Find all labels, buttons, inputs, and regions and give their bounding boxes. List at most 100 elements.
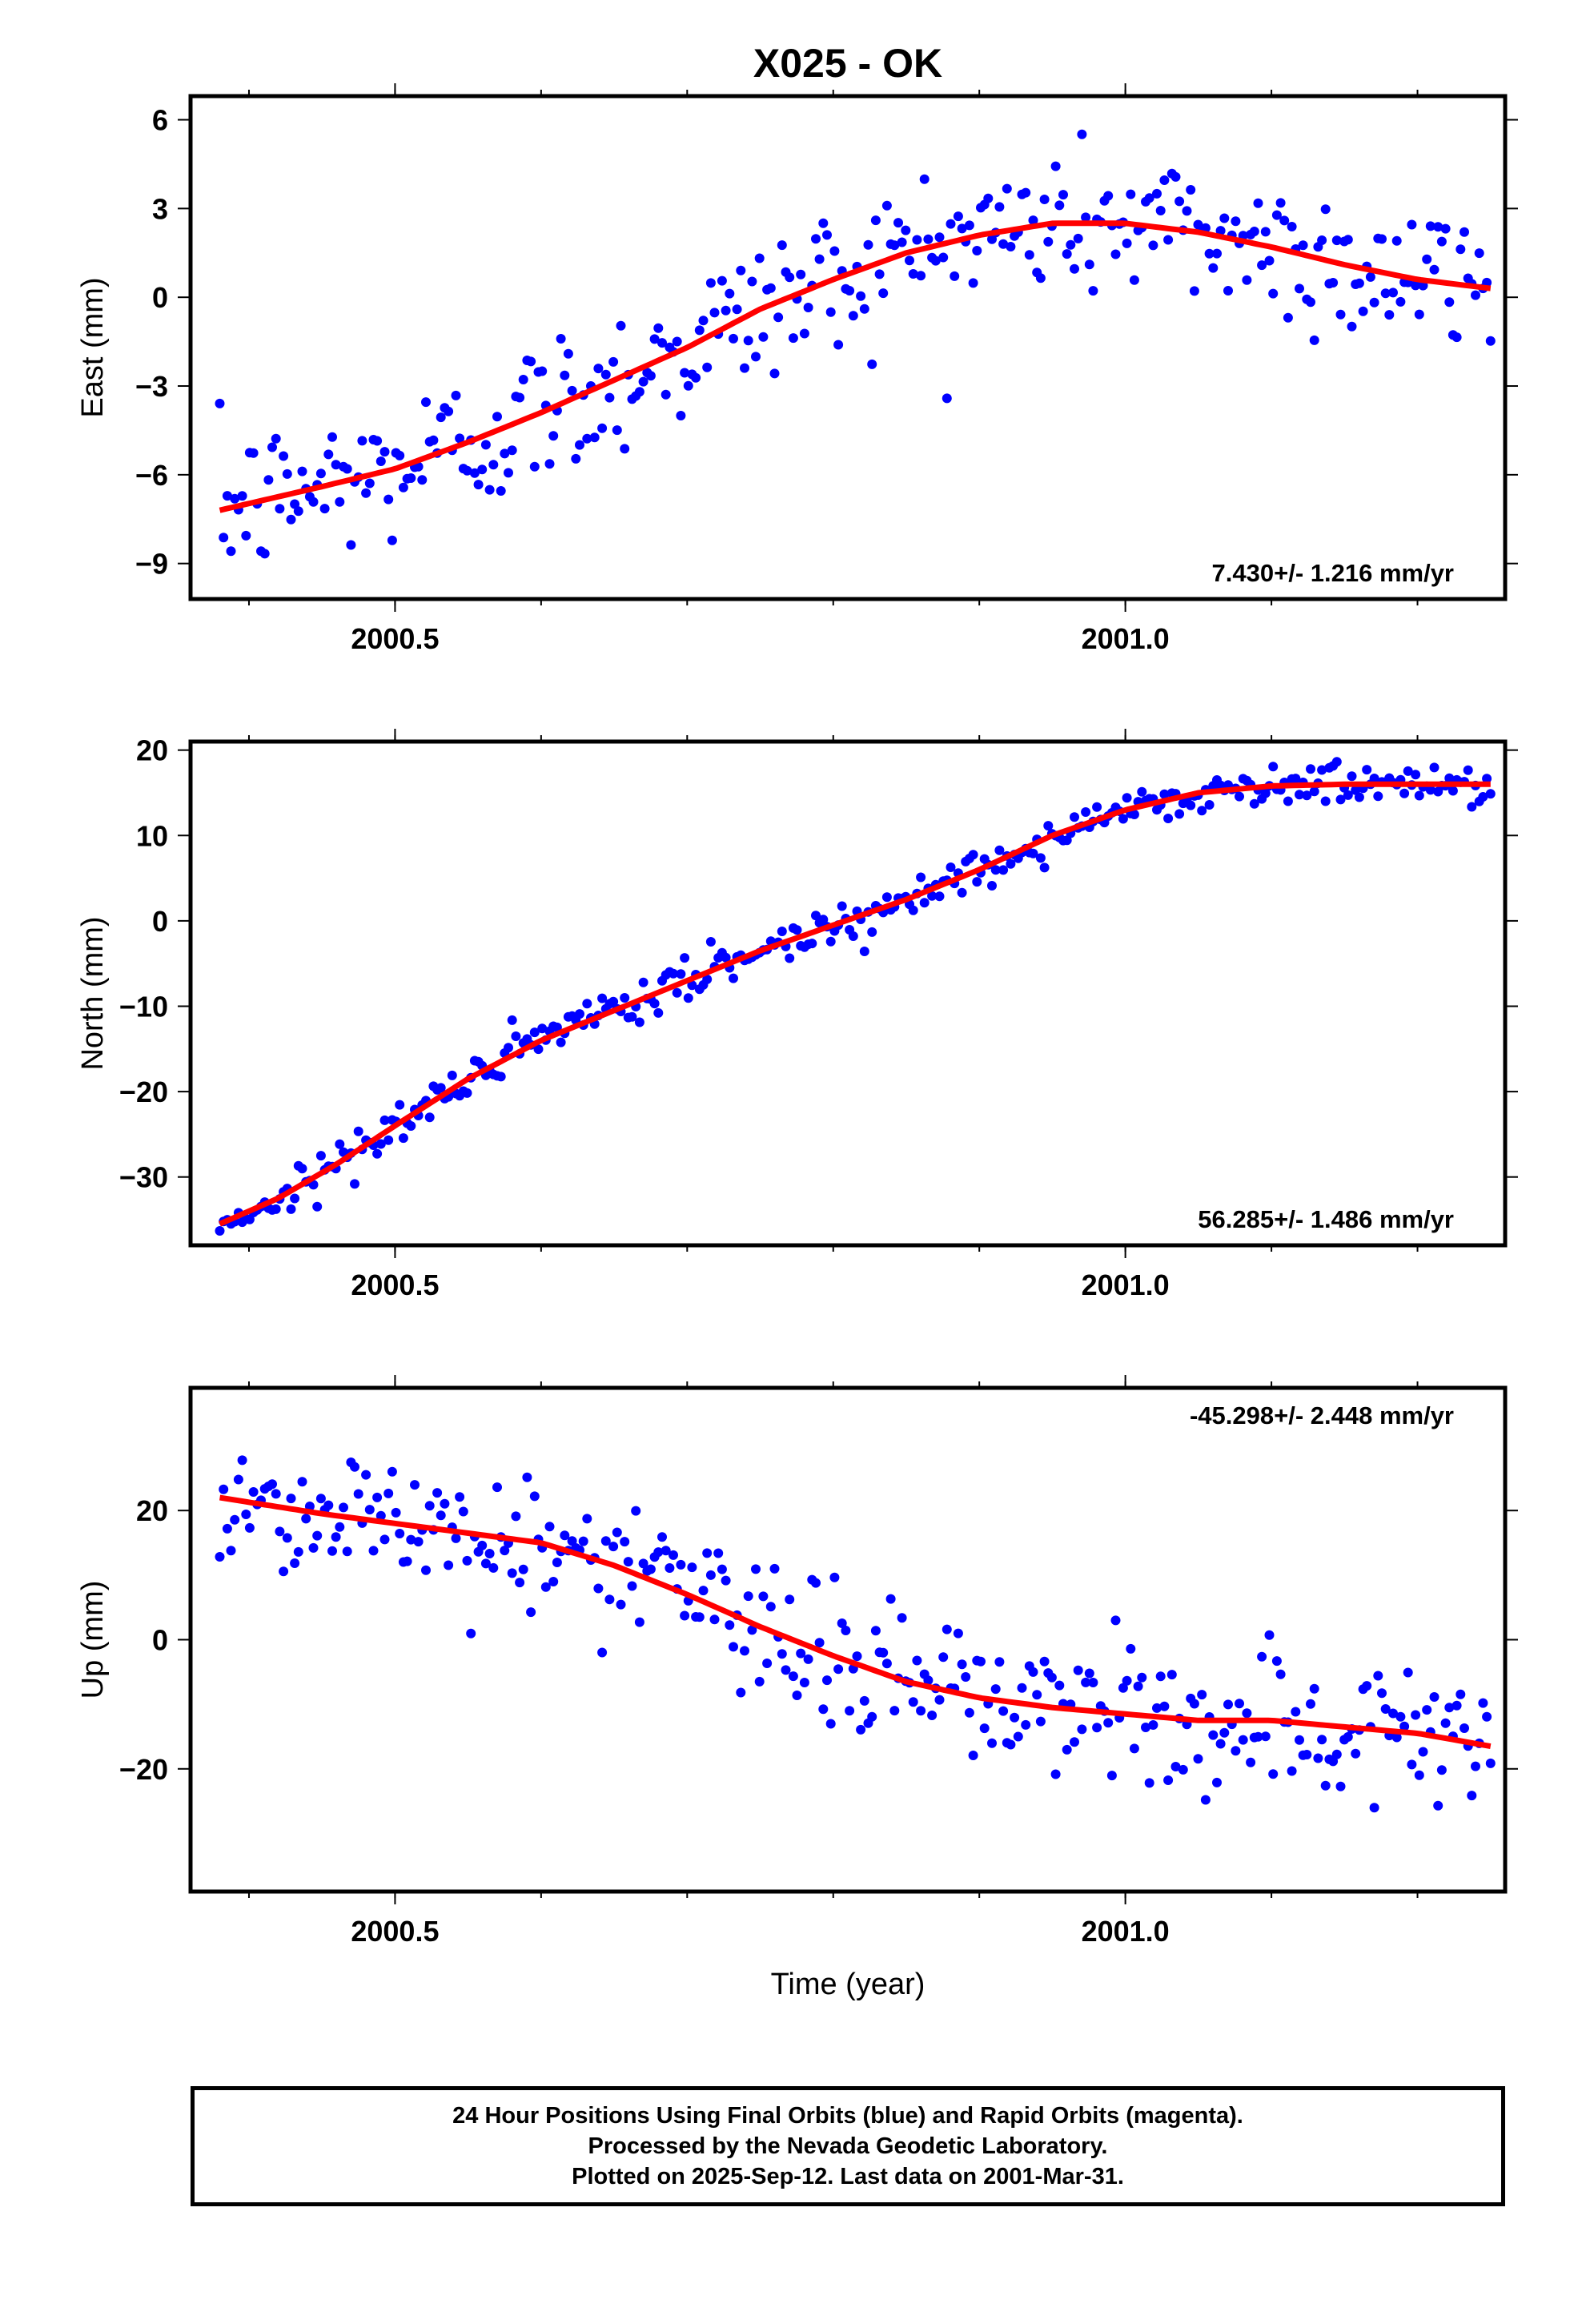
data-point [1126,1643,1136,1654]
data-point [889,1706,900,1716]
data-point [769,368,780,379]
data-point [709,308,720,318]
data-point [406,473,416,483]
data-point [462,1088,472,1098]
data-point [1231,1746,1241,1756]
data-point [612,1527,622,1538]
data-point [1028,1667,1038,1677]
data-point [1137,1672,1147,1683]
data-point [455,1492,465,1502]
up-points [215,1455,1496,1813]
data-point [233,1474,243,1485]
chart-title: X025 - OK [753,41,942,86]
data-point [1440,223,1451,234]
data-point [721,1575,731,1586]
data-point [916,271,926,281]
data-point [1425,785,1435,795]
data-point [1129,810,1139,819]
data-point [653,323,664,333]
data-point [878,1647,889,1658]
data-point [1122,238,1132,248]
data-point [387,1466,397,1477]
data-point [1313,1753,1323,1763]
data-point [1395,296,1406,307]
data-point [375,1510,386,1521]
data-point [1103,1718,1114,1728]
data-point [1279,215,1290,226]
data-point [1159,175,1170,185]
data-point [1444,773,1455,783]
data-point [934,891,945,902]
data-point [1017,1683,1027,1693]
data-point [1092,1723,1102,1733]
data-point [1354,792,1364,802]
data-point [1231,216,1241,227]
data-point [279,1566,289,1577]
data-point [1369,297,1379,308]
data-point [436,1083,446,1093]
data-point [1032,1690,1042,1700]
data-point [1309,1683,1319,1694]
data-point [1302,790,1312,801]
data-point [1478,1698,1488,1708]
data-point [785,1594,795,1605]
data-point [773,312,784,323]
data-point [702,974,713,984]
data-point [1362,1681,1372,1691]
data-point [507,1015,517,1025]
data-point [515,392,525,403]
data-point [379,447,390,457]
data-point [825,936,836,947]
data-point [634,1017,644,1027]
data-point [327,432,337,442]
data-point [1380,1704,1391,1714]
footer-line-2: Processed by the Nevada Geodetic Laborat… [588,2133,1108,2159]
data-point [1039,1656,1050,1667]
data-point [908,905,918,915]
data-point [1373,1671,1383,1681]
data-point [1238,1735,1248,1745]
data-point [616,320,626,331]
data-point [1264,1630,1275,1640]
data-point [290,1558,300,1568]
data-point [1317,765,1327,775]
data-point [1035,273,1046,283]
data-point [522,1472,532,1482]
data-point [661,389,671,400]
data-point [500,1546,510,1556]
data-point [589,432,600,443]
data-point [1129,275,1139,285]
data-point [1159,1701,1170,1711]
data-point [1436,1765,1447,1775]
data-point [1039,195,1050,204]
data-point [627,1581,637,1591]
data-point [1460,1723,1469,1733]
data-point [1028,215,1038,226]
data-point [1436,236,1447,247]
data-point [1070,812,1079,822]
data-point [930,255,941,266]
y-tick-label: 3 [152,192,168,225]
up-panel: 2000.5 2001.0 20 0 −20 Up (mm) -45.298+/- 2.44… [76,1375,1518,1948]
data-point [1271,1656,1282,1667]
data-point [1208,263,1219,273]
data-point [788,1671,798,1682]
data-point [721,305,731,316]
data-point [451,1533,461,1543]
data-point [1054,1680,1065,1691]
y-tick-label: 0 [152,1624,168,1657]
data-point [335,1522,345,1532]
data-point [934,1695,945,1705]
data-point [537,366,548,376]
data-point [267,442,277,452]
y-tick-label: 10 [136,819,168,852]
data-point [308,497,319,507]
data-point [1388,1708,1398,1719]
data-point [1347,771,1357,782]
data-point [979,1723,990,1734]
data-point [1369,774,1379,783]
data-point [335,497,345,507]
data-point [631,1506,641,1516]
data-point [353,1126,363,1136]
